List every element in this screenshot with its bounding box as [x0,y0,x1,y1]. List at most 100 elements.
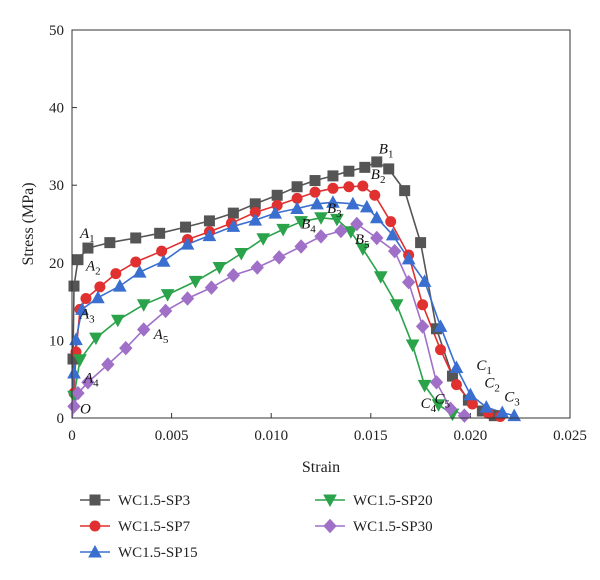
data-point [370,230,384,246]
data-point [417,299,429,311]
annotation-label: B1 [379,141,394,160]
data-point [314,229,328,244]
annotation-label: B2 [371,167,386,186]
annotation-label: B5 [355,232,370,251]
x-tick-label: 0.010 [254,428,288,444]
x-tick-label: 0.005 [155,428,189,444]
data-point [202,228,217,242]
data-point [234,247,249,261]
data-point [309,175,321,187]
data-point [385,227,400,241]
data-point [359,161,371,173]
legend-label: WC1.5-SP7 [118,519,191,535]
annotation-label: A3 [79,307,95,326]
annotation-label: A5 [153,327,169,346]
x-tick-label: 0.020 [454,428,488,444]
y-tick-label: 40 [49,101,64,117]
series-line-3 [72,201,515,418]
data-point [130,232,142,244]
data-point [457,408,472,423]
data-point [156,245,168,257]
data-point [309,186,321,198]
data-point [136,299,151,312]
data-point [405,339,420,353]
legend: WC1.5-SP3 WC1.5-SP7 WC1.5-SP15 WC1.5-SP20 WC… [80,493,433,561]
data-point [399,185,411,197]
annotation-label: C1 [476,358,492,377]
annotation-label: B4 [301,217,316,236]
data-point [68,280,80,292]
data-point [383,163,395,175]
annotation-label: B3 [327,201,342,220]
data-point [327,170,339,182]
data-point [346,196,360,210]
data-point [89,332,103,346]
x-tick-label: 0.015 [354,428,388,444]
tick-labels: 0 0.005 0.010 0.015 0.020 0.025 0 10 20 30 40 50 [49,23,587,444]
data-point [415,237,427,249]
data-point [433,319,448,332]
data-point [276,223,290,237]
data-point [101,357,115,372]
data-point [369,189,381,201]
data-point [310,196,324,210]
data-point [180,221,192,233]
annotation-label: C5 [435,391,451,410]
data-point [401,274,416,290]
data-point [226,267,241,283]
data-point [479,400,494,413]
data-point [314,212,328,225]
y-tick-label: 20 [49,256,64,272]
data-point [110,314,125,328]
data-point [158,303,173,319]
annotation-label: A1 [79,226,95,245]
data-point [466,398,478,410]
x-tick-label: 0 [68,428,76,444]
data-point [72,254,84,266]
data-point [385,216,397,228]
y-tick-label: 50 [49,23,64,39]
data-point [250,260,264,275]
data-point [401,251,416,265]
data-point [80,292,92,304]
data-point [154,227,166,239]
data-point [71,385,85,401]
data-point [75,302,89,315]
legend-marker [89,494,101,506]
data-point [359,199,374,213]
data-point [463,387,478,401]
data-point [327,182,339,194]
data-point [449,360,464,374]
data-point [431,399,446,412]
annotation-label: C4 [421,396,437,415]
data-point [343,181,355,193]
data-point [294,216,308,229]
data-point [112,279,127,292]
legend-label: WC1.5-SP3 [118,493,190,509]
legend-marker [89,520,101,532]
series-markers [67,156,522,423]
plot-frame [71,29,571,419]
data-point [357,180,369,192]
data-point [82,242,94,254]
data-point [355,243,370,256]
data-point [435,344,447,356]
data-point [203,215,215,227]
legend-marker [323,494,337,508]
data-point [272,250,286,265]
data-point [330,213,344,227]
data-point [429,375,444,390]
data-point [371,156,383,168]
data-point [415,319,430,334]
data-point [271,189,283,201]
data-point [130,256,142,268]
data-point [326,195,340,208]
data-point [69,332,83,346]
data-point [443,401,458,416]
legend-label: WC1.5-SP20 [353,493,433,509]
data-point [188,275,203,289]
y-tick-label: 0 [57,411,65,427]
y-tick-label: 10 [49,333,64,349]
annotation-label: C3 [504,390,520,409]
